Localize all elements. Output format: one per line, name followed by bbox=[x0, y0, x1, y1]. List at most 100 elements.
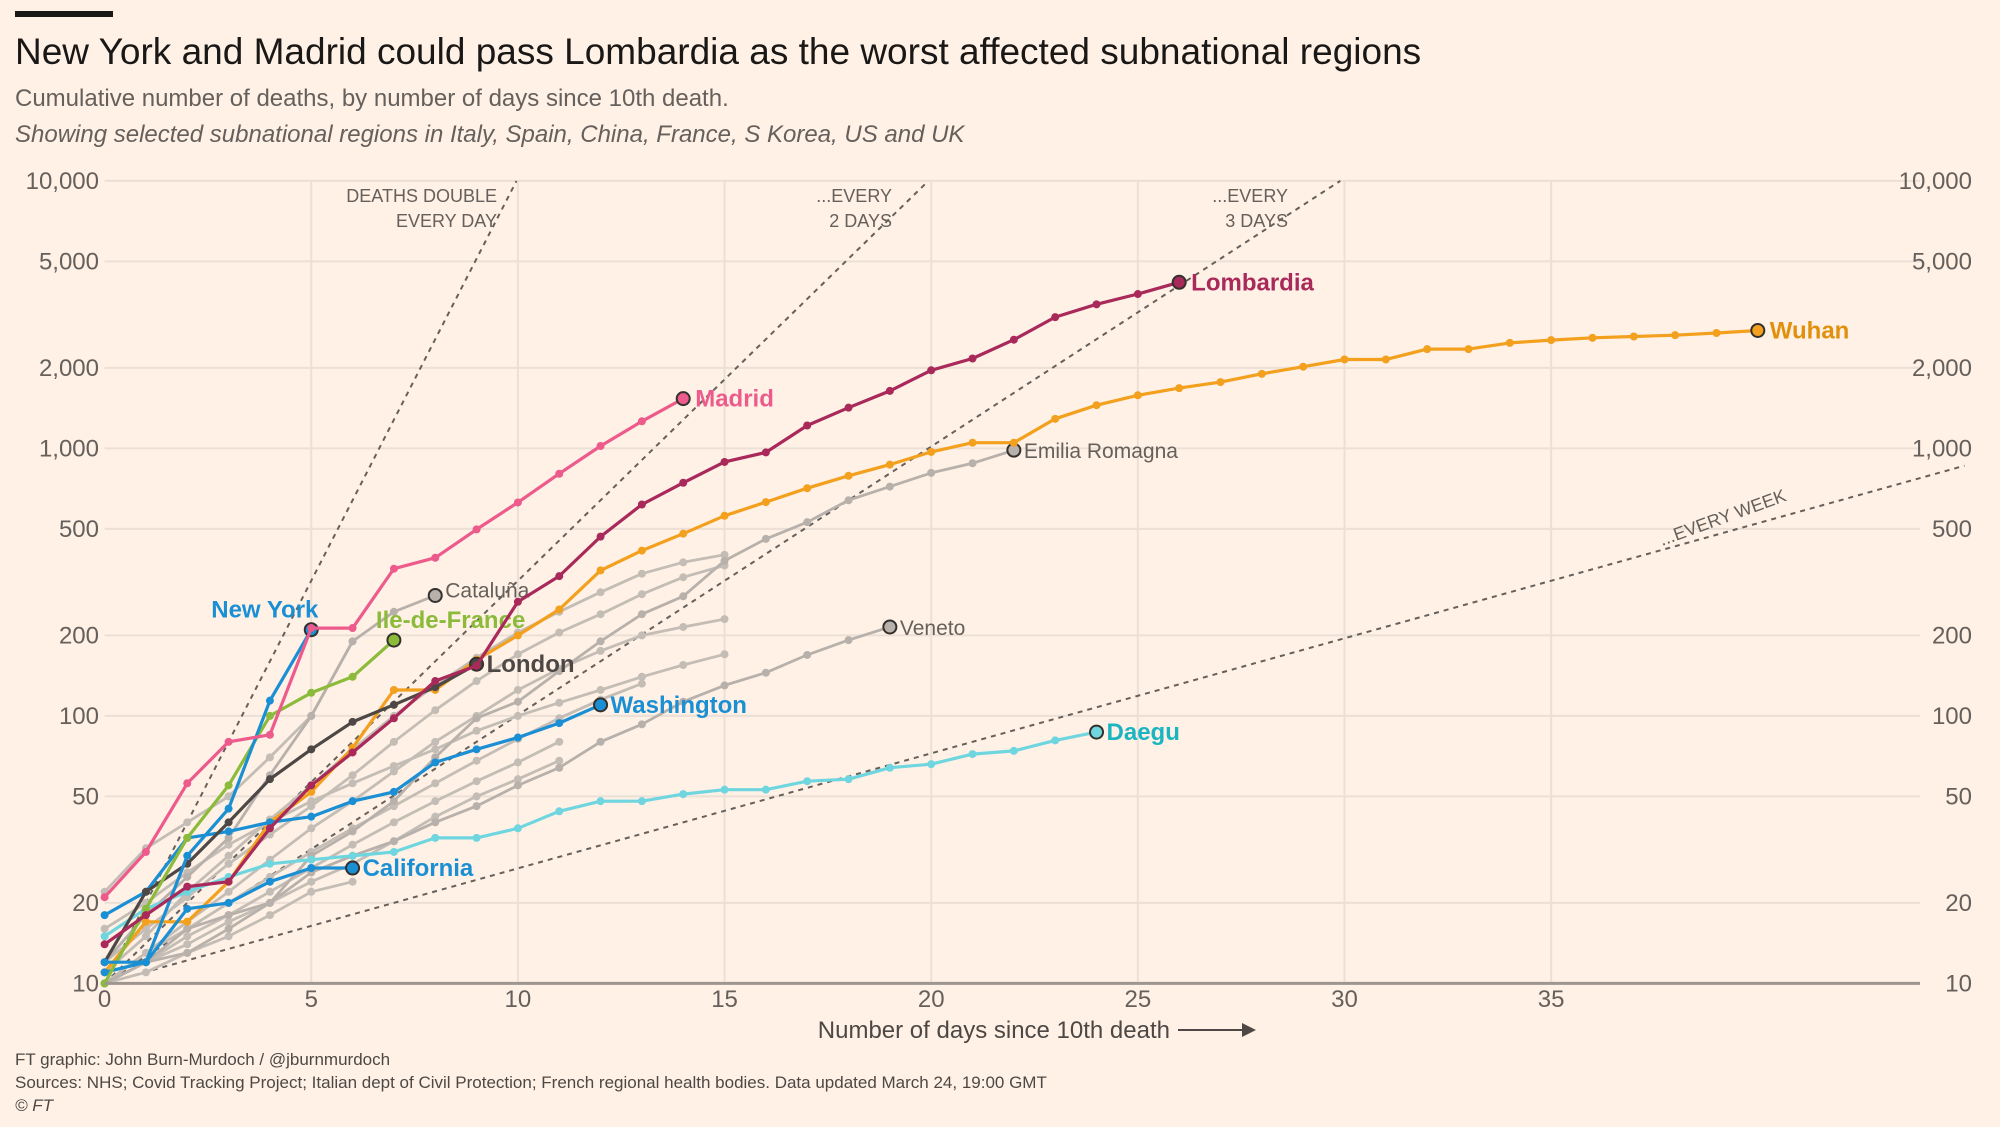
data-point bbox=[761, 448, 770, 457]
reference-line-label: EVERY DAY bbox=[396, 211, 497, 231]
data-point bbox=[389, 818, 398, 827]
series-label: Ile-de-France bbox=[376, 607, 525, 634]
data-point bbox=[141, 958, 150, 967]
data-point bbox=[224, 833, 233, 842]
footer-sources: Sources: NHS; Covid Tracking Project; It… bbox=[15, 1073, 1047, 1092]
series-line bbox=[104, 628, 313, 964]
data-point bbox=[183, 872, 192, 881]
data-point bbox=[431, 683, 440, 692]
y-tick-label-left: 1,000 bbox=[39, 435, 99, 462]
data-point bbox=[307, 812, 316, 821]
series-end-marker bbox=[386, 632, 402, 648]
data-point bbox=[307, 887, 316, 896]
data-point bbox=[1299, 362, 1308, 371]
data-point bbox=[1629, 332, 1638, 341]
data-point bbox=[679, 622, 688, 631]
data-point bbox=[513, 498, 522, 507]
series-end-marker bbox=[1750, 322, 1766, 338]
data-point bbox=[389, 837, 398, 846]
arrow-right-icon bbox=[1178, 1023, 1256, 1037]
data-point bbox=[679, 478, 688, 487]
series-end-marker bbox=[882, 619, 898, 635]
x-axis-label: Number of days since 10th death bbox=[818, 1017, 1170, 1044]
data-point bbox=[183, 818, 192, 827]
data-point bbox=[596, 646, 605, 655]
y-tick-label-right: 50 bbox=[1945, 783, 1972, 810]
data-point bbox=[183, 917, 192, 926]
y-tick-label-right: 1,000 bbox=[1912, 435, 1972, 462]
series-end-marker bbox=[345, 860, 361, 876]
data-point bbox=[389, 700, 398, 709]
data-point bbox=[885, 386, 894, 395]
data-point bbox=[513, 597, 522, 606]
data-point bbox=[472, 777, 481, 786]
series-wuhan: Wuhan bbox=[100, 317, 1849, 977]
data-point bbox=[100, 932, 109, 941]
data-point bbox=[1340, 355, 1349, 364]
series-label: Daegu bbox=[1107, 719, 1180, 746]
data-point bbox=[307, 745, 316, 754]
data-point bbox=[389, 847, 398, 856]
data-point bbox=[1009, 438, 1018, 447]
series-daegu: Daegu bbox=[100, 719, 1180, 941]
data-point bbox=[224, 859, 233, 868]
data-point bbox=[224, 781, 233, 790]
data-point bbox=[513, 733, 522, 742]
data-point bbox=[100, 893, 109, 902]
data-point bbox=[307, 824, 316, 833]
data-point bbox=[348, 717, 357, 726]
data-point bbox=[183, 833, 192, 842]
data-point bbox=[596, 532, 605, 541]
data-point bbox=[761, 534, 770, 543]
data-point bbox=[720, 650, 729, 659]
y-tick-label-right: 10 bbox=[1945, 970, 1972, 997]
x-tick-label: 0 bbox=[98, 986, 111, 1013]
data-point bbox=[555, 737, 564, 746]
data-point bbox=[472, 745, 481, 754]
data-point bbox=[265, 824, 274, 833]
data-point bbox=[183, 779, 192, 788]
data-point bbox=[265, 898, 274, 907]
series-label: New York bbox=[211, 597, 319, 624]
data-point bbox=[141, 917, 150, 926]
data-point bbox=[596, 737, 605, 746]
data-point bbox=[1505, 338, 1514, 347]
data-point bbox=[224, 827, 233, 836]
data-point bbox=[307, 781, 316, 790]
series-label: Emilia Romagna bbox=[1024, 440, 1178, 463]
data-point bbox=[803, 421, 812, 430]
data-point bbox=[720, 681, 729, 690]
data-point bbox=[389, 761, 398, 770]
chart-subtitle-italic: Showing selected subnational regions in … bbox=[15, 121, 965, 148]
data-point bbox=[637, 672, 646, 681]
data-point bbox=[596, 441, 605, 450]
series-veneto: Veneto bbox=[100, 617, 965, 988]
series-line bbox=[103, 662, 478, 964]
data-point bbox=[141, 932, 150, 941]
x-tick-label: 25 bbox=[1124, 986, 1151, 1013]
data-point bbox=[555, 807, 564, 816]
data-point bbox=[431, 706, 440, 715]
data-point bbox=[596, 685, 605, 694]
data-point bbox=[307, 864, 316, 873]
data-point bbox=[1671, 331, 1680, 340]
data-point bbox=[513, 775, 522, 784]
data-point bbox=[679, 529, 688, 538]
data-point bbox=[927, 760, 936, 769]
y-tick-label-left: 200 bbox=[59, 622, 99, 649]
data-point bbox=[761, 498, 770, 507]
data-point bbox=[1092, 401, 1101, 410]
y-tick-label-right: 500 bbox=[1932, 516, 1972, 543]
data-point bbox=[637, 720, 646, 729]
series-label: Lombardia bbox=[1191, 269, 1314, 296]
data-point bbox=[100, 958, 109, 967]
y-tick-label-left: 10,000 bbox=[26, 168, 99, 195]
data-point bbox=[348, 779, 357, 788]
data-point bbox=[885, 460, 894, 469]
data-point bbox=[183, 904, 192, 913]
y-tick-label-left: 100 bbox=[59, 703, 99, 730]
data-point bbox=[348, 840, 357, 849]
data-point bbox=[596, 797, 605, 806]
data-point bbox=[431, 745, 440, 754]
